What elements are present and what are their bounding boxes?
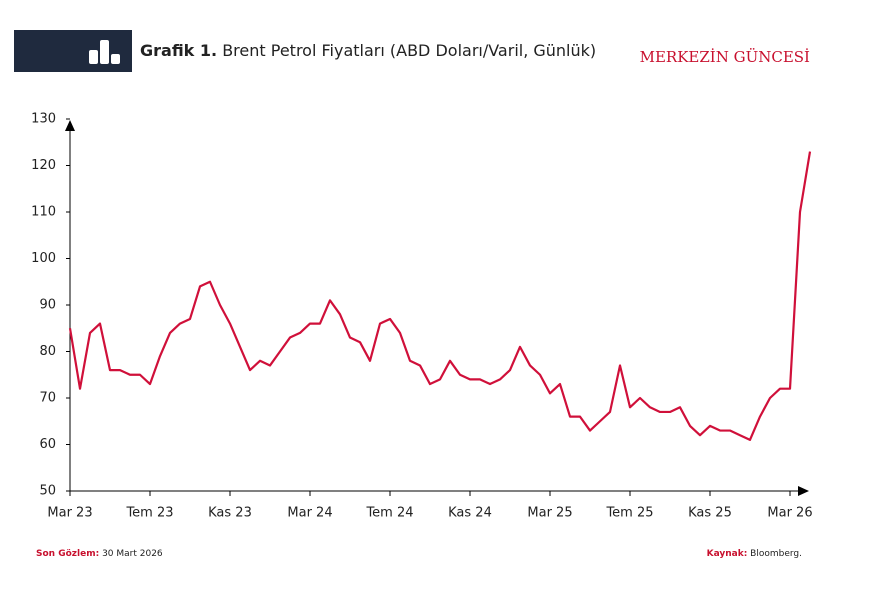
icon bbox=[89, 40, 120, 64]
x-tick-label: Mar 25 bbox=[527, 506, 572, 521]
source: Bloomberg. bbox=[750, 549, 802, 559]
y-tick-label: 90 bbox=[39, 298, 56, 313]
y-tick-label: 50 bbox=[39, 484, 56, 499]
brand: MERKEZİN GÜNCESİ bbox=[640, 48, 810, 66]
line-series bbox=[68, 151, 812, 441]
x-tick-label: Mar 26 bbox=[767, 506, 812, 521]
x-arrow bbox=[798, 486, 809, 496]
source-label: Kaynak: bbox=[707, 549, 748, 559]
obs-label: Son Gözlem: bbox=[36, 549, 99, 559]
title-text: Brent Petrol Fiyatları (ABD Doları/Varil… bbox=[222, 41, 596, 60]
x-tick-label: Mar 24 bbox=[287, 506, 332, 521]
y-tick-label: 100 bbox=[31, 251, 56, 266]
y-tick-label: 70 bbox=[39, 391, 56, 406]
x-tick-label: Kas 25 bbox=[688, 506, 732, 521]
x-tick-label: Mar 23 bbox=[47, 506, 92, 521]
x-tick-label: Kas 24 bbox=[448, 506, 492, 521]
x-tick-label: Tem 24 bbox=[365, 506, 413, 521]
x-tick-label: Tem 25 bbox=[605, 506, 653, 521]
y-tick-label: 80 bbox=[39, 344, 56, 359]
chart-title: Grafik 1. Brent Petrol Fiyatları (ABD Do… bbox=[140, 41, 596, 60]
footer-obs: Son Gözlem: 30 Mart 2026 bbox=[36, 549, 163, 559]
x-tick-label: Kas 23 bbox=[208, 506, 252, 521]
x-tick-label: Tem 23 bbox=[125, 506, 173, 521]
y-tick-label: 130 bbox=[31, 112, 56, 127]
obs-date: 30 Mart 2026 bbox=[102, 549, 163, 559]
y-tick-label: 110 bbox=[31, 205, 56, 220]
y-arrow bbox=[65, 120, 75, 131]
header-box bbox=[14, 30, 132, 72]
y-tick-label: 60 bbox=[39, 437, 56, 452]
title-prefix: Grafik 1. bbox=[140, 41, 217, 60]
footer-source: Kaynak: Bloomberg. bbox=[707, 549, 802, 559]
y-tick-label: 120 bbox=[31, 158, 56, 173]
